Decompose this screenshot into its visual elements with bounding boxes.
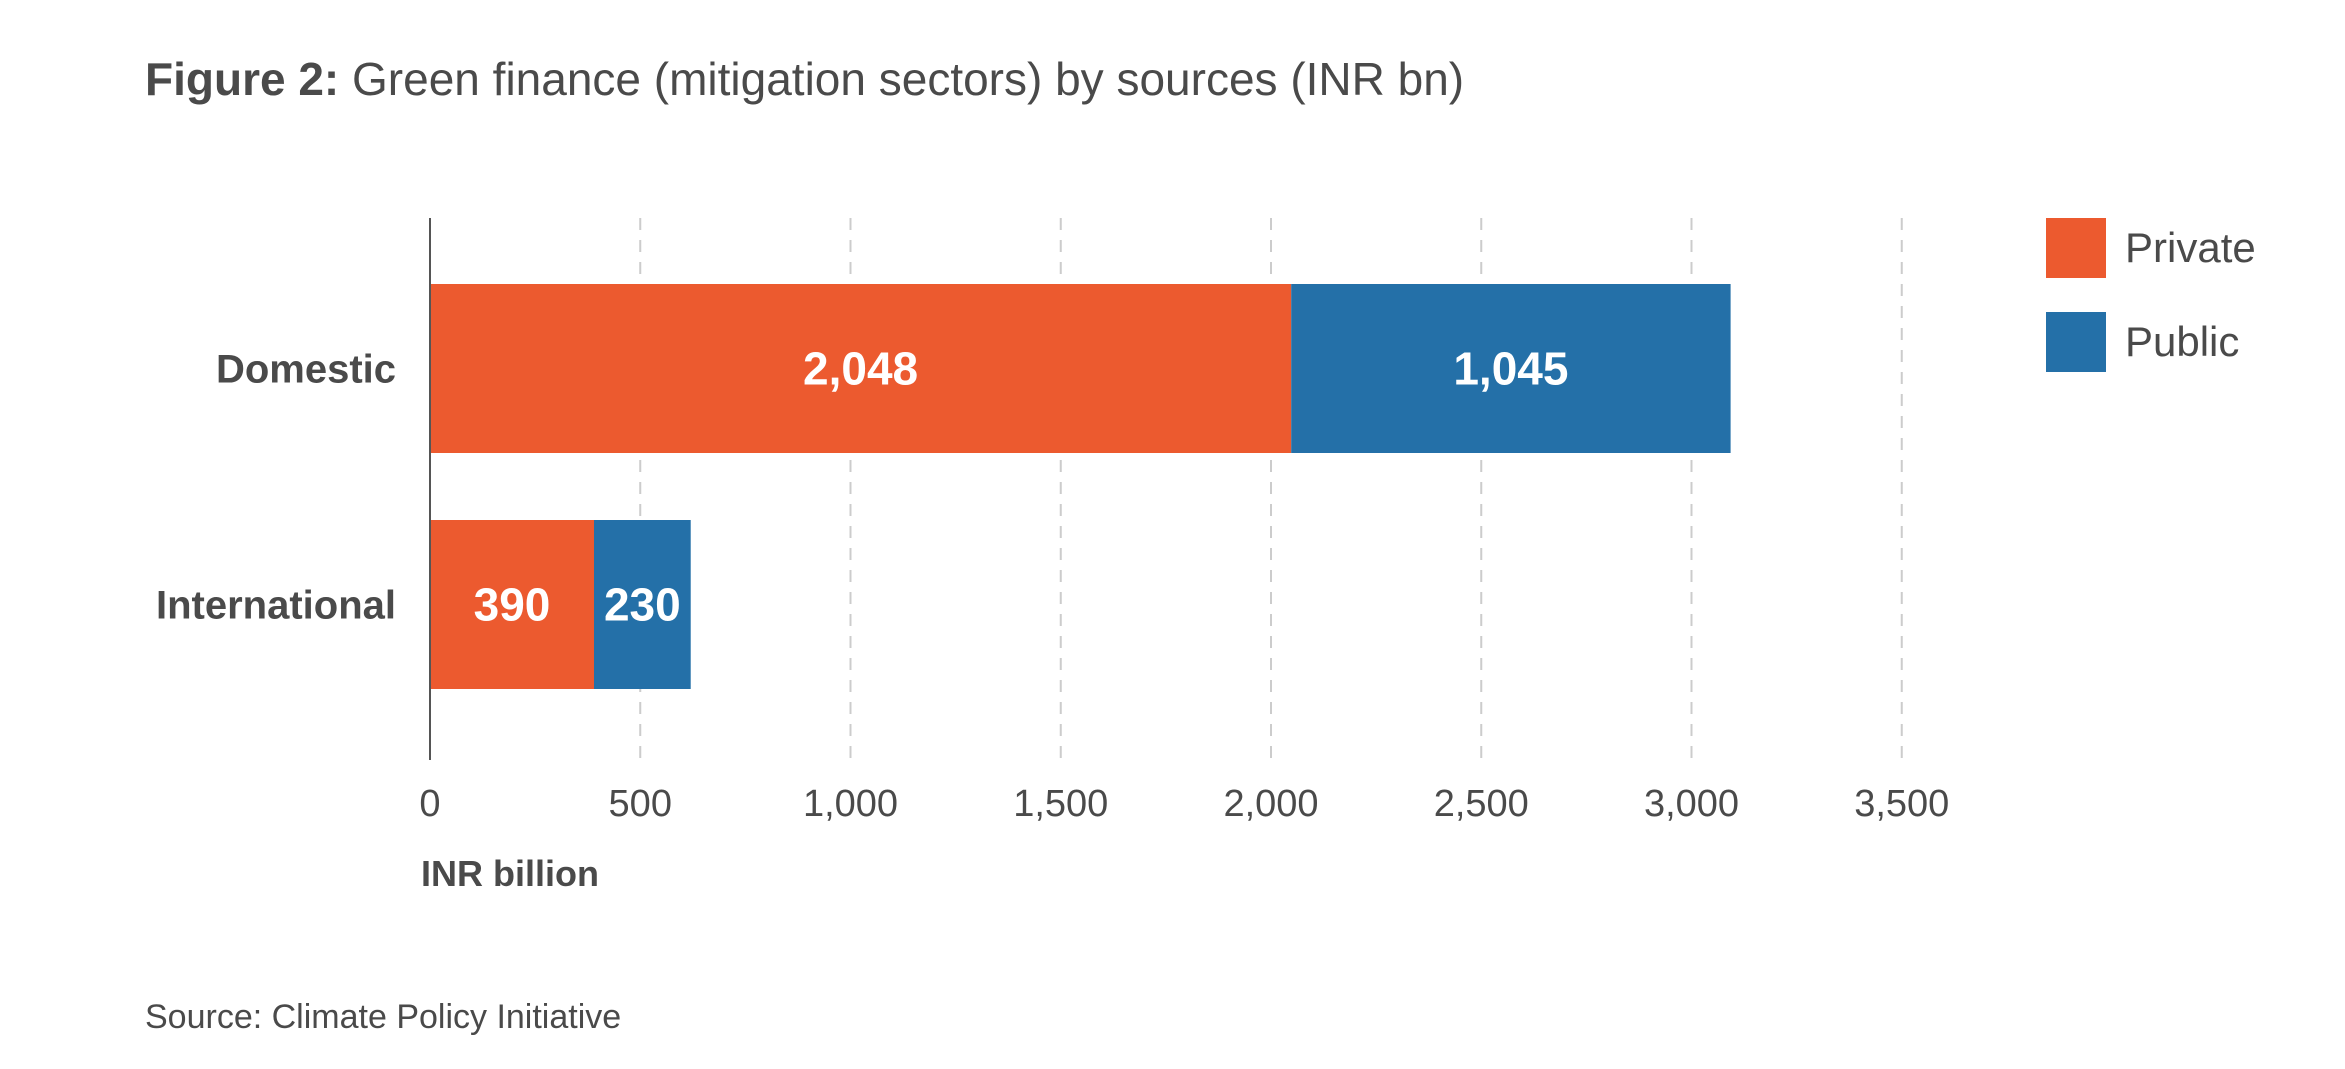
- source-note: Source: Climate Policy Initiative: [145, 998, 622, 1036]
- figure-title: Green finance (mitigation sectors) by so…: [352, 53, 1465, 105]
- data-label-domestic-private: 2,048: [803, 343, 918, 395]
- x-tick-label: 1,500: [1013, 783, 1108, 825]
- data-label-domestic-public: 1,045: [1453, 343, 1568, 395]
- legend-label-public: Public: [2125, 318, 2239, 365]
- x-tick-label: 3,000: [1644, 783, 1739, 825]
- legend-swatch-private: [2046, 218, 2106, 278]
- legend-label-private: Private: [2125, 224, 2256, 271]
- figure-number: Figure 2:: [145, 53, 340, 105]
- category-label-international: International: [156, 584, 396, 628]
- data-label-international-public: 230: [604, 579, 681, 631]
- bar-domestic-public: [1291, 284, 1731, 453]
- x-tick-label: 0: [419, 783, 440, 825]
- x-tick-label: 500: [609, 783, 672, 825]
- bar-international-private: [430, 520, 594, 689]
- legend-swatch-public: [2046, 312, 2106, 372]
- data-label-international-private: 390: [474, 579, 551, 631]
- category-label-domestic: Domestic: [216, 348, 396, 392]
- chart-title: Figure 2: Green finance (mitigation sect…: [145, 52, 1464, 106]
- bar-international-public: [593, 520, 691, 689]
- x-tick-label: 2,000: [1223, 783, 1318, 825]
- bar-domestic-private: [430, 284, 1292, 453]
- x-tick-label: 3,500: [1854, 783, 1949, 825]
- x-tick-label: 1,000: [803, 783, 898, 825]
- x-tick-label: 2,500: [1434, 783, 1529, 825]
- x-axis-title: INR billion: [421, 853, 599, 894]
